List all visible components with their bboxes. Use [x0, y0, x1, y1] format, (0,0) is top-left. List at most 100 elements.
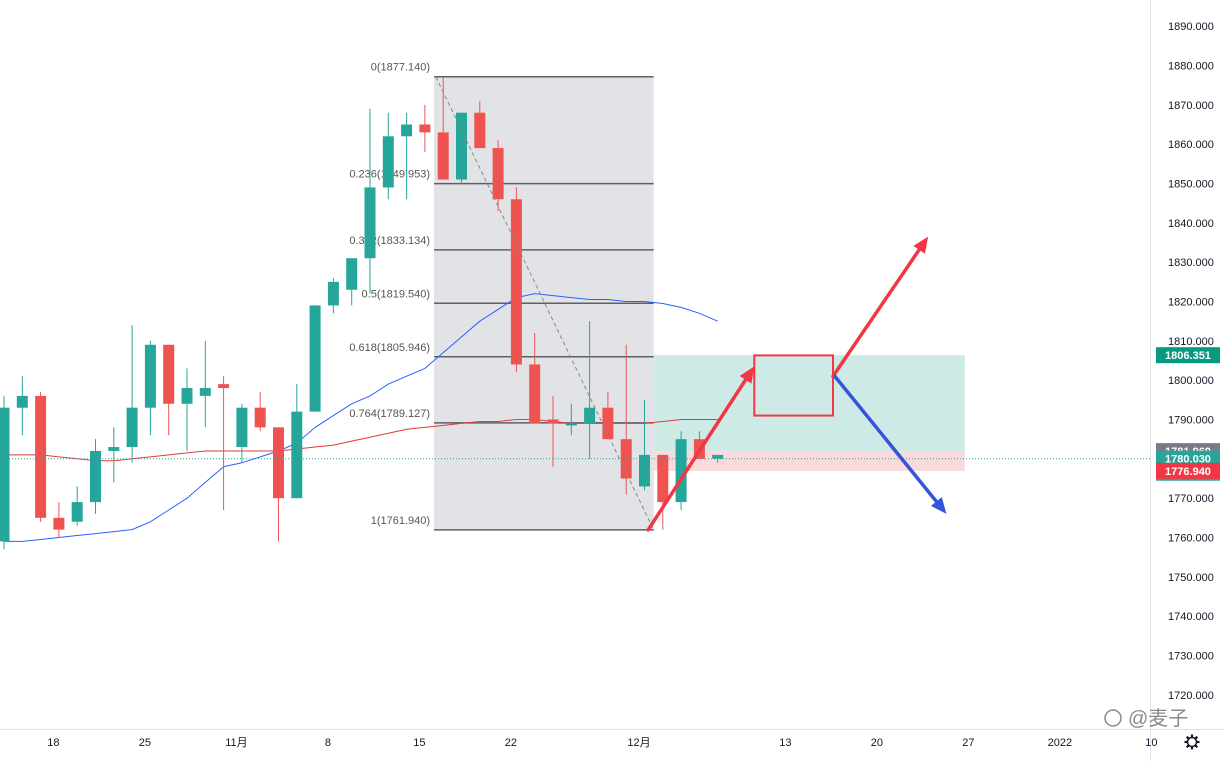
candle[interactable] — [327, 277, 339, 314]
candle-body — [291, 411, 303, 499]
candle-body — [620, 439, 632, 479]
blue-down-arrow-shaft — [833, 374, 939, 504]
candle[interactable] — [346, 258, 358, 306]
candle[interactable] — [236, 403, 248, 463]
candle[interactable] — [291, 384, 303, 499]
candle-body — [108, 447, 120, 451]
weibo-icon — [1104, 709, 1122, 727]
price-tick-label: 1730.000 — [1168, 651, 1214, 663]
candle-body — [236, 407, 248, 448]
price-tick-label: 1720.000 — [1168, 690, 1214, 702]
candle[interactable] — [126, 325, 138, 463]
candle[interactable] — [90, 439, 101, 514]
red-highlight-box[interactable] — [753, 354, 834, 417]
price-tag-value: 1806.351 — [1165, 350, 1211, 362]
candle[interactable] — [218, 376, 230, 510]
candle[interactable] — [510, 187, 522, 373]
candle[interactable] — [0, 395, 10, 550]
candle[interactable] — [492, 140, 504, 212]
candle-body — [657, 454, 669, 503]
candle[interactable] — [382, 112, 394, 200]
candle-body — [510, 199, 522, 365]
candle[interactable] — [565, 403, 577, 436]
red-breakout-arrow[interactable] — [831, 236, 929, 378]
candle[interactable] — [53, 502, 65, 538]
candle[interactable] — [456, 112, 467, 184]
candle-body — [53, 517, 65, 530]
target-zone[interactable] — [653, 355, 965, 452]
candle[interactable] — [401, 112, 413, 200]
candle[interactable] — [657, 454, 669, 530]
gear-body — [1186, 736, 1198, 748]
candle[interactable] — [16, 376, 28, 436]
stop-zone[interactable] — [653, 451, 965, 471]
candle[interactable] — [108, 427, 120, 483]
watermark: @麦子 — [1104, 707, 1188, 730]
fib-level-label: 0.764(1789.127) — [349, 408, 430, 420]
candle[interactable] — [199, 340, 211, 428]
price-tag-value: 1776.940 — [1165, 466, 1211, 478]
candle[interactable] — [620, 344, 632, 495]
time-tick-label: 25 — [139, 737, 151, 749]
price-tick-label: 1760.000 — [1168, 533, 1214, 545]
candle[interactable] — [529, 332, 541, 424]
candle-body — [529, 364, 541, 424]
candle-body — [327, 281, 339, 306]
candle-body — [0, 407, 10, 542]
candle[interactable] — [547, 395, 559, 467]
time-tick-label: 27 — [962, 737, 974, 749]
candle[interactable] — [602, 391, 614, 440]
candle[interactable] — [71, 486, 83, 526]
candle-body — [199, 388, 211, 396]
time-tick-label: 20 — [871, 737, 883, 749]
red-breakout-arrow-shaft — [831, 248, 921, 378]
gear-icon[interactable] — [1184, 734, 1200, 750]
candle[interactable] — [309, 305, 321, 412]
price-tick-label: 1800.000 — [1168, 375, 1214, 387]
time-tick-label: 10 — [1145, 737, 1157, 749]
candle-body — [547, 419, 559, 424]
watermark-text: @麦子 — [1128, 707, 1188, 730]
fib-level-label: 0.618(1805.946) — [349, 342, 430, 354]
price-tick-label: 1770.000 — [1168, 493, 1214, 505]
candle[interactable] — [181, 368, 193, 451]
time-tick-label: 13 — [779, 737, 791, 749]
candle[interactable] — [163, 344, 175, 436]
price-tick-label: 1790.000 — [1168, 415, 1214, 427]
time-tick-label: 22 — [505, 737, 517, 749]
candle-body — [602, 407, 614, 440]
candle[interactable] — [437, 77, 449, 180]
red-up-arrow[interactable] — [646, 366, 755, 532]
time-tick-label: 2022 — [1048, 737, 1072, 749]
candle-body — [144, 344, 156, 408]
candle[interactable] — [273, 427, 284, 542]
price-tick-label: 1830.000 — [1168, 257, 1214, 269]
candle-body — [364, 187, 376, 259]
candle-body — [474, 112, 486, 149]
candle[interactable] — [419, 104, 431, 153]
candle-body — [419, 124, 431, 133]
moving-average-blue — [4, 293, 718, 542]
red-up-arrow-head — [739, 366, 755, 384]
candle[interactable] — [675, 431, 687, 510]
candle-body — [584, 407, 596, 424]
price-tick-label: 1820.000 — [1168, 297, 1214, 309]
candle[interactable] — [254, 391, 266, 432]
price-tag-bg — [1156, 462, 1220, 479]
candle-body — [437, 132, 449, 180]
candle[interactable] — [584, 321, 596, 459]
candle[interactable] — [364, 108, 376, 294]
fib-level-label: 0.382(1833.134) — [349, 235, 430, 247]
candle[interactable] — [144, 340, 156, 436]
candle[interactable] — [639, 399, 650, 491]
price-tick-label: 1750.000 — [1168, 572, 1214, 584]
moving-average-red — [4, 419, 718, 462]
candle[interactable] — [35, 391, 47, 522]
candle-body — [712, 454, 724, 459]
candle-body — [639, 454, 650, 487]
candle[interactable] — [474, 100, 486, 149]
red-breakout-arrow-head — [913, 236, 929, 254]
blue-down-arrow[interactable] — [833, 374, 947, 514]
